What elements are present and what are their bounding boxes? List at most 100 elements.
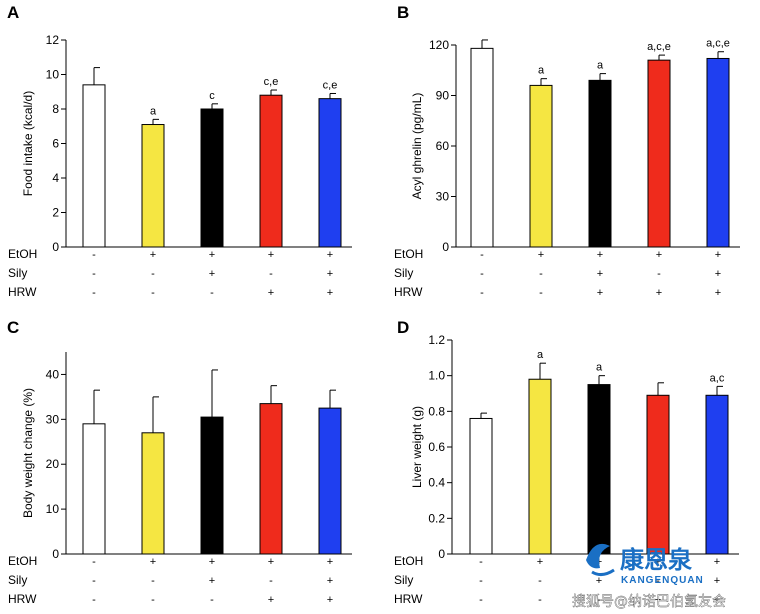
- watermark: 康恩泉 KANGENQUAN 搜狐号@纳诺巴伯氢友会: [572, 543, 726, 610]
- treatment-symbol: +: [209, 575, 215, 587]
- treatment-symbol: +: [596, 575, 602, 587]
- treatment-symbol: +: [327, 268, 333, 280]
- bar: [588, 79, 612, 248]
- condition-label: HRW: [394, 285, 423, 299]
- treatment-symbol: +: [597, 249, 603, 261]
- treatment-symbol: +: [150, 249, 156, 261]
- condition-label: HRW: [394, 592, 423, 606]
- y-tick-label: 30: [436, 190, 450, 204]
- treatment-symbol: +: [327, 594, 333, 606]
- treatment-symbol: +: [656, 249, 662, 261]
- treatment-symbol: -: [597, 594, 601, 606]
- treatment-symbol: -: [151, 594, 155, 606]
- treatment-symbol: -: [538, 575, 542, 587]
- y-tick-label: 10: [46, 68, 60, 82]
- treatment-symbol: +: [597, 287, 603, 299]
- significance-label: a: [597, 60, 604, 72]
- treatment-symbol: -: [538, 594, 542, 606]
- y-axis-label: Acyl ghrelin (pg/mL): [410, 93, 424, 200]
- y-tick-label: 0.2: [428, 511, 445, 525]
- treatment-symbol: -: [151, 575, 155, 587]
- treatment-symbol: -: [480, 249, 484, 261]
- condition-label: Sily: [394, 266, 413, 280]
- y-tick-label: 0: [442, 240, 449, 254]
- treatment-symbol: +: [714, 556, 720, 568]
- y-tick-label: 8: [52, 102, 59, 116]
- kangenquan-logo-icon: [586, 543, 615, 577]
- significance-label: a: [537, 349, 544, 361]
- bar: [259, 94, 283, 248]
- treatment-symbol: -: [479, 556, 483, 568]
- treatment-symbol: -: [92, 556, 96, 568]
- treatment-symbol: +: [327, 575, 333, 587]
- watermark-source-text: 搜狐号@纳诺巴伯氢友会: [572, 594, 726, 610]
- y-tick-label: 1.0: [428, 369, 445, 383]
- bar: [587, 384, 611, 555]
- treatment-symbol: -: [269, 575, 273, 587]
- treatment-symbol: +: [715, 249, 721, 261]
- treatment-symbol: -: [210, 594, 214, 606]
- treatment-symbol: +: [537, 556, 543, 568]
- treatment-symbol: -: [539, 287, 543, 299]
- treatment-symbol: -: [92, 575, 96, 587]
- treatment-symbol: +: [327, 287, 333, 299]
- treatment-symbol: +: [715, 287, 721, 299]
- y-tick-label: 0: [52, 547, 59, 561]
- significance-label: a: [596, 362, 603, 374]
- significance-label: c,e: [264, 76, 279, 88]
- condition-label: HRW: [8, 285, 37, 299]
- bar: [200, 416, 224, 555]
- treatment-symbol: +: [209, 556, 215, 568]
- treatment-symbol: +: [656, 287, 662, 299]
- y-tick-label: 0.8: [428, 404, 445, 418]
- y-tick-label: 0: [438, 547, 445, 561]
- treatment-symbol: -: [269, 268, 273, 280]
- condition-label: EtOH: [394, 247, 423, 261]
- bar: [200, 108, 224, 248]
- y-tick-label: 1.2: [428, 333, 445, 347]
- bar: [646, 394, 670, 555]
- y-tick-label: 60: [436, 139, 450, 153]
- treatment-symbol: -: [92, 287, 96, 299]
- y-axis-label: Food intake (kcal/d): [21, 91, 35, 196]
- condition-label: Sily: [8, 266, 27, 280]
- significance-label: c,e: [323, 79, 338, 91]
- condition-label: HRW: [8, 592, 37, 606]
- bar: [528, 378, 552, 555]
- panel-letter: A: [7, 3, 19, 22]
- condition-label: Sily: [8, 573, 27, 587]
- treatment-symbol: -: [479, 594, 483, 606]
- y-tick-label: 12: [46, 33, 60, 47]
- significance-label: a: [150, 105, 157, 117]
- condition-label: EtOH: [8, 554, 37, 568]
- y-tick-label: 0.6: [428, 440, 445, 454]
- significance-label: a,c: [710, 372, 725, 384]
- treatment-symbol: +: [327, 249, 333, 261]
- bar: [529, 84, 553, 248]
- watermark-logo-text: 康恩泉: [620, 546, 693, 574]
- significance-label: a,c,e: [647, 41, 671, 53]
- treatment-symbol: -: [539, 268, 543, 280]
- treatment-symbol: +: [655, 556, 661, 568]
- y-tick-label: 2: [52, 206, 59, 220]
- treatment-symbol: +: [209, 249, 215, 261]
- watermark-logo-subtext: KANGENQUAN: [621, 575, 704, 586]
- significance-label: c: [209, 90, 215, 102]
- treatment-symbol: -: [656, 575, 660, 587]
- bar: [259, 403, 283, 555]
- y-tick-label: 120: [429, 38, 449, 52]
- treatment-symbol: +: [268, 594, 274, 606]
- treatment-symbol: -: [92, 249, 96, 261]
- treatment-symbol: -: [480, 287, 484, 299]
- y-tick-label: 0.4: [428, 476, 445, 490]
- y-tick-label: 40: [46, 367, 60, 381]
- panel-b: B 0 30 60 90 120 Acyl ghrelin (pg/mL) a a a,c,e a,…: [394, 3, 740, 299]
- bar: [706, 57, 730, 248]
- panel-c: C 0 10 20 30 40 Body weight change (%) EtOH - + + +…: [7, 318, 352, 606]
- chart-panels: A 0 2 4 6 8 10 12 Food intake (kcal/d) a c c,e c,e Et…: [7, 3, 740, 606]
- significance-label: a: [538, 65, 545, 77]
- bar: [82, 84, 106, 248]
- y-axis-label: Body weight change (%): [21, 388, 35, 518]
- y-tick-label: 20: [46, 457, 60, 471]
